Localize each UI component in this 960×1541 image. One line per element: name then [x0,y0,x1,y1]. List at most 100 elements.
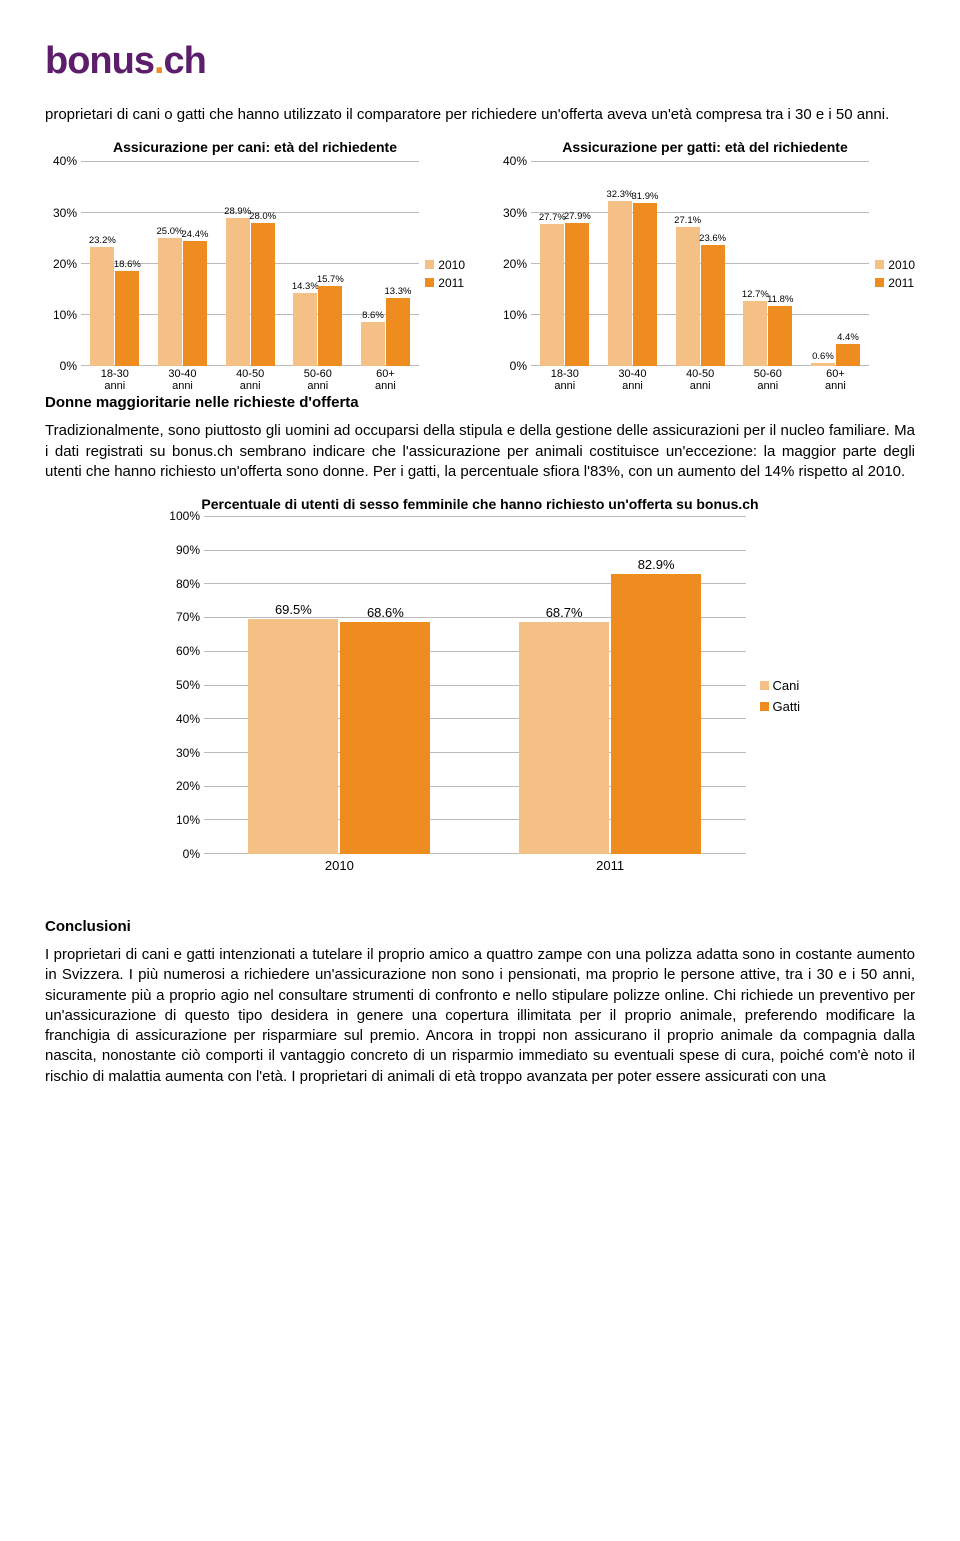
x-axis-label: 2010 [204,854,475,873]
bar-value-label: 31.9% [632,191,659,202]
legend-swatch [760,681,769,690]
y-axis-label: 0% [160,847,200,861]
conclusioni-heading: Conclusioni [45,918,915,935]
bar: 32.3% [608,201,632,367]
bar: 25.0% [158,238,182,366]
bar: 68.7% [519,622,609,854]
legend-item: 2010 [875,258,915,272]
bar-value-label: 8.6% [362,310,384,321]
legend-label: Gatti [773,699,800,714]
legend-swatch [875,260,884,269]
x-axis-label: 40-50anni [216,366,284,392]
bar: 28.9% [226,218,250,366]
bar: 23.2% [90,247,114,366]
bar: 28.0% [251,223,275,367]
y-axis-label: 10% [160,813,200,827]
bar-value-label: 24.4% [182,229,209,240]
intro-paragraph: proprietari di cani o gatti che hanno ut… [45,105,915,125]
section-heading-donne: Donne maggioritarie nelle richieste d'of… [45,394,915,411]
x-axis-label: 60+anni [352,366,420,392]
bar: 69.5% [248,619,338,854]
y-axis-label: 80% [160,577,200,591]
logo-part1: bonus [45,40,154,82]
bar: 27.9% [565,223,589,366]
bar: 12.7% [743,301,767,366]
y-axis-label: 100% [160,509,200,523]
bar: 23.6% [701,245,725,366]
chart-donne-legend: Cani Gatti [760,516,800,876]
legend-label: 2010 [888,258,915,272]
bar-value-label: 28.9% [224,206,251,217]
legend-label: 2010 [438,258,465,272]
y-axis-label: 40% [495,154,527,168]
legend-label: 2011 [438,276,464,290]
chart-cani-title: Assicurazione per cani: età del richiede… [45,139,465,155]
conclusioni-paragraph: I proprietari di cani e gatti intenziona… [45,945,915,1087]
charts-row: Assicurazione per cani: età del richiede… [45,139,915,386]
legend-label: Cani [773,678,800,693]
bar-value-label: 12.7% [742,289,769,300]
bar-value-label: 0.6% [812,351,834,362]
y-axis-label: 30% [495,206,527,220]
logo-dot: . [154,40,164,82]
y-axis-label: 60% [160,644,200,658]
legend-swatch [875,278,884,287]
y-axis-label: 0% [45,359,77,373]
bar-value-label: 27.1% [674,215,701,226]
bar: 8.6% [361,322,385,366]
bar: 11.8% [768,306,792,366]
y-axis-label: 70% [160,610,200,624]
x-axis-label: 60+anni [802,366,870,392]
bar-value-label: 69.5% [275,602,312,617]
x-axis-label: 2011 [475,854,746,873]
legend-swatch [760,702,769,711]
bar: 27.1% [676,227,700,366]
x-axis-label: 18-30anni [81,366,149,392]
bar-value-label: 15.7% [317,274,344,285]
x-axis-label: 30-40anni [599,366,667,392]
y-axis-label: 20% [45,257,77,271]
bar-value-label: 14.3% [292,281,319,292]
bar: 68.6% [340,622,430,854]
x-axis-label: 18-30anni [531,366,599,392]
y-axis-label: 40% [160,712,200,726]
chart-gatti-title: Assicurazione per gatti: età del richied… [495,139,915,155]
legend-swatch [425,260,434,269]
bar-value-label: 23.6% [699,233,726,244]
y-axis-label: 20% [495,257,527,271]
bar-value-label: 32.3% [607,189,634,200]
bar: 13.3% [386,298,410,366]
legend-swatch [425,278,434,287]
bar: 15.7% [318,286,342,366]
legend-item: 2011 [425,276,465,290]
bar: 82.9% [611,574,701,854]
y-axis-label: 30% [160,746,200,760]
bar-value-label: 82.9% [638,557,675,572]
y-axis-label: 50% [160,678,200,692]
bar-value-label: 68.7% [546,605,583,620]
bar-value-label: 27.9% [564,211,591,222]
bar-value-label: 11.8% [767,294,793,305]
y-axis-label: 90% [160,543,200,557]
bar: 18.6% [115,271,139,366]
chart-gatti-legend: 2010 2011 [875,161,915,386]
chart-cani: Assicurazione per cani: età del richiede… [45,139,465,386]
bar: 14.3% [293,293,317,366]
y-axis-label: 20% [160,779,200,793]
bar: 27.7% [540,224,564,366]
bar-value-label: 25.0% [157,226,184,237]
x-axis-label: 50-60anni [734,366,802,392]
bar: 4.4% [836,344,860,367]
legend-item: 2011 [875,276,915,290]
y-axis-label: 30% [45,206,77,220]
x-axis-label: 30-40anni [149,366,217,392]
y-axis-label: 0% [495,359,527,373]
logo-part2: ch [164,40,206,82]
legend-item: 2010 [425,258,465,272]
y-axis-label: 10% [495,308,527,322]
bar: 31.9% [633,203,657,366]
bar-value-label: 27.7% [539,212,566,223]
bar: 24.4% [183,241,207,366]
bar-value-label: 18.6% [114,259,141,270]
y-axis-label: 10% [45,308,77,322]
